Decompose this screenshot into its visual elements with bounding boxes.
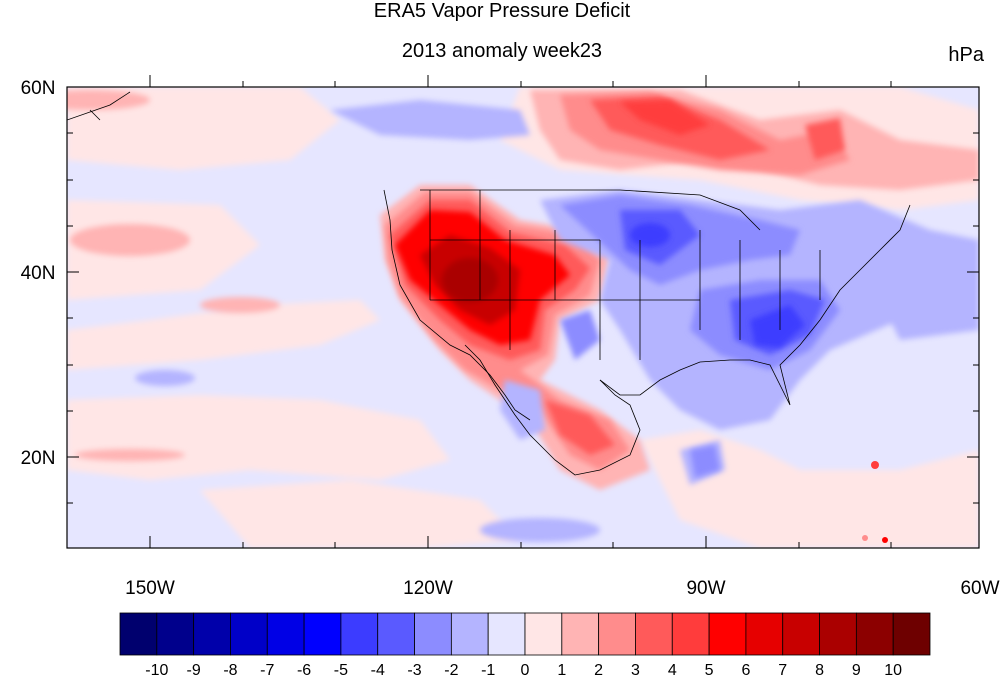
colorbar-swatch: [303, 612, 342, 656]
colorbar-label: -2: [444, 662, 458, 679]
lat-label-20n: 20N: [21, 448, 56, 469]
colorbar-label: 4: [668, 662, 677, 679]
colorbar-swatch: [450, 612, 489, 656]
colorbar-swatch: [635, 612, 673, 656]
colorbar-swatch: [266, 612, 305, 656]
lon-label-150w: 150W: [125, 578, 175, 599]
colorbar-label: 5: [705, 662, 714, 679]
colorbar-swatch: [340, 612, 379, 656]
colorbar-label: 1: [557, 662, 566, 679]
colorbar-label: -9: [187, 662, 201, 679]
colorbar-swatch: [561, 612, 600, 656]
colorbar-label: -5: [334, 662, 348, 679]
lon-label-60w: 60W: [960, 578, 999, 599]
colorbar-label: 2: [594, 662, 603, 679]
colorbar-label: 8: [815, 662, 824, 679]
colorbar-label: -3: [407, 662, 421, 679]
colorbar-swatch: [524, 612, 563, 656]
colorbar-label: 9: [852, 662, 861, 679]
coastlines: [67, 91, 911, 476]
lon-label-120w: 120W: [403, 578, 453, 599]
colorbar-label: -10: [145, 662, 168, 679]
anomaly-field: [67, 87, 979, 548]
colorbar-swatch: [487, 612, 526, 656]
colorbar-swatch: [892, 612, 931, 656]
lat-label-40n: 40N: [21, 263, 56, 284]
map-subtitle: 2013 anomaly week23: [401, 40, 603, 62]
axis-ticks: [67, 75, 980, 548]
colorbar-label: 7: [778, 662, 787, 679]
colorbar-label: 6: [741, 662, 750, 679]
colorbar-swatch: [414, 612, 452, 656]
colorbar-label: -7: [260, 662, 274, 679]
colorbar-swatch: [119, 612, 158, 656]
colorbar-swatch: [671, 612, 710, 656]
colorbar-label: 3: [631, 662, 640, 679]
colorbar-label: 10: [884, 662, 902, 679]
colorbar-swatch: [708, 612, 747, 656]
colorbar: -10 -9 -8 -7 -6 -5 -4 -3 -2 -1 0 1 2 3 4 5 6 7 8 9 10: [119, 612, 931, 679]
colorbar-label: -1: [481, 662, 495, 679]
units-label: hPa: [948, 44, 984, 66]
colorbar-swatch: [193, 612, 231, 656]
colorbar-label: -4: [371, 662, 385, 679]
colorbar-label: -6: [297, 662, 311, 679]
lon-label-90w: 90W: [686, 578, 725, 599]
colorbar-swatch: [819, 612, 857, 656]
map-title: ERA5 Vapor Pressure Deficit: [373, 0, 631, 22]
colorbar-swatch: [782, 612, 820, 656]
colorbar-swatch: [745, 612, 784, 656]
colorbar-swatch: [377, 612, 415, 656]
colorbar-label: 0: [521, 662, 530, 679]
colorbar-label: -8: [223, 662, 237, 679]
colorbar-swatch: [598, 612, 636, 656]
colorbar-swatch: [855, 612, 894, 656]
lat-label-60n: 60N: [21, 78, 56, 99]
colorbar-swatch: [156, 612, 195, 656]
colorbar-swatch: [230, 612, 268, 656]
